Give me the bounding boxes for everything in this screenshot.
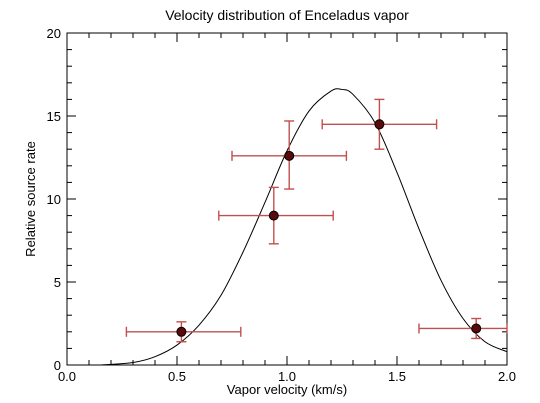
x-tick-label: 2.0: [498, 369, 516, 384]
data-point: [471, 323, 482, 334]
x-tick-label: 1.5: [388, 369, 406, 384]
y-axis-label: Relative source rate: [23, 141, 38, 257]
axis-ticks: [66, 32, 508, 366]
y-tick-labels: 0 5 10 15 20: [47, 26, 61, 373]
data-point: [374, 119, 385, 130]
data-point: [284, 150, 295, 161]
data-point: [268, 210, 279, 221]
plot-frame: [66, 32, 508, 366]
x-tick-labels: 0.0 0.5 1.0 1.5 2.0: [58, 369, 516, 384]
data-point: [176, 326, 187, 337]
data-points: [176, 119, 482, 337]
y-tick-label: 20: [47, 26, 61, 41]
y-tick-label: 10: [47, 192, 61, 207]
fit-curve-line: [99, 88, 508, 366]
y-tick-label: 15: [47, 109, 61, 124]
y-tick-label: 0: [54, 358, 61, 373]
x-axis-label: Vapor velocity (km/s): [227, 382, 347, 397]
error-bars: [125, 98, 508, 343]
y-tick-label: 5: [54, 275, 61, 290]
x-tick-label: 0.5: [168, 369, 186, 384]
chart-title: Velocity distribution of Enceladus vapor: [165, 7, 409, 23]
fit-curve: [99, 88, 508, 366]
x-tick-label: 0.0: [58, 369, 76, 384]
x-tick-label: 1.0: [278, 369, 296, 384]
plot-area: [66, 32, 508, 366]
